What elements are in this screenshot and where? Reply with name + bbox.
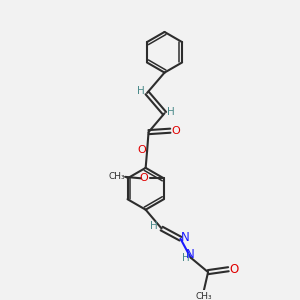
Text: O: O	[139, 173, 148, 183]
Text: N: N	[181, 231, 190, 244]
Text: CH₃: CH₃	[109, 172, 126, 182]
Text: H: H	[182, 253, 189, 262]
Text: H: H	[167, 107, 175, 117]
Text: O: O	[137, 145, 146, 154]
Text: CH₃: CH₃	[195, 292, 212, 300]
Text: O: O	[230, 263, 239, 276]
Text: N: N	[186, 248, 195, 261]
Text: H: H	[151, 221, 158, 231]
Text: H: H	[137, 86, 145, 97]
Text: O: O	[172, 126, 181, 136]
